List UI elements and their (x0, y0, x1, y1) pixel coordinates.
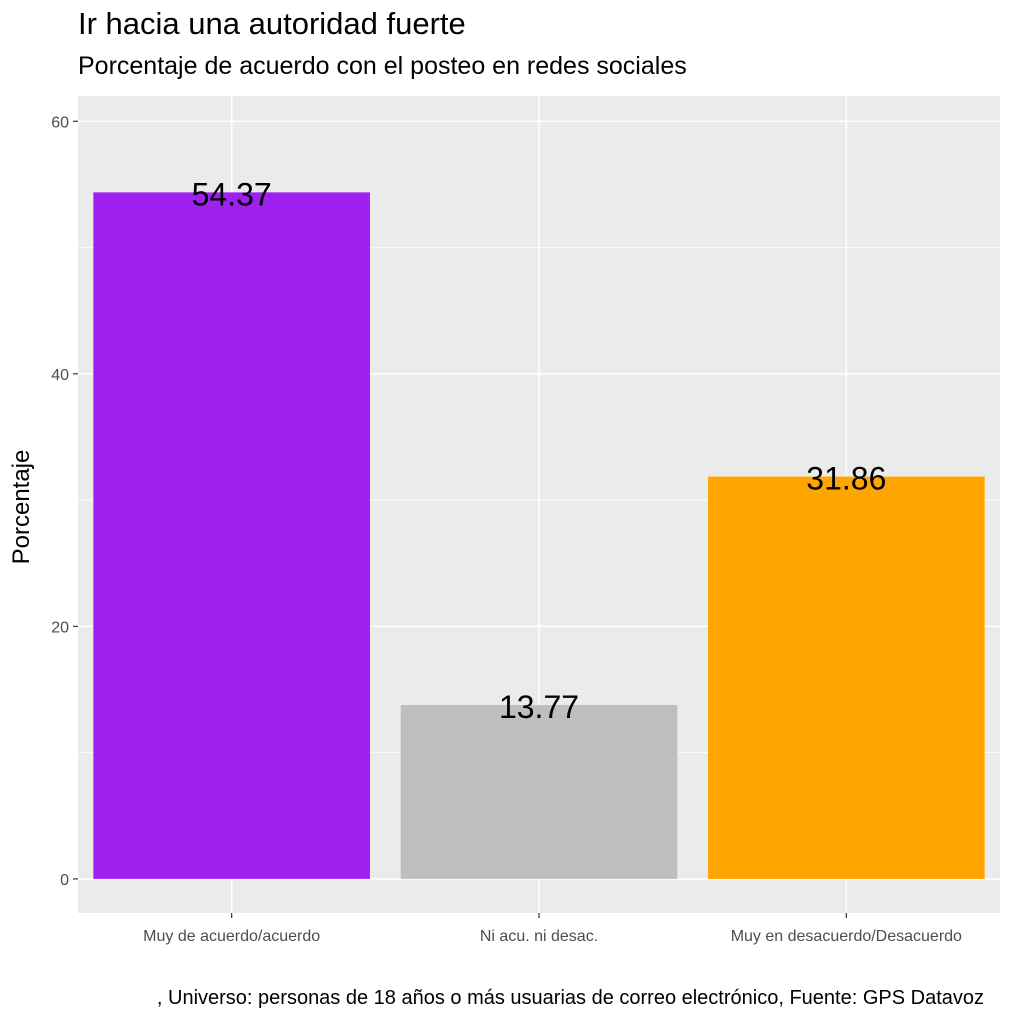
x-tick-label: Ni acu. ni desac. (480, 928, 598, 945)
y-tick-label: 40 (51, 367, 69, 384)
chart-title: Ir hacia una autoridad fuerte (78, 6, 466, 41)
data-label: 31.86 (806, 461, 886, 497)
bar (708, 476, 985, 879)
x-tick-label: Muy de acuerdo/acuerdo (143, 928, 320, 945)
bars (93, 192, 985, 879)
y-axis: 0 20 40 60 (51, 114, 78, 889)
y-tick-label: 0 (60, 872, 69, 889)
chart-caption: , Universo: personas de 18 años o más us… (156, 987, 984, 1009)
bar (93, 192, 370, 879)
data-label: 13.77 (499, 689, 579, 725)
data-labels: 54.37 13.77 31.86 (192, 176, 887, 725)
y-tick-label: 20 (51, 619, 69, 636)
x-axis: Muy de acuerdo/acuerdo Ni acu. ni desac. M… (143, 913, 962, 945)
bar (400, 705, 678, 879)
x-tick-label: Muy en desacuerdo/Desacuerdo (731, 928, 962, 945)
chart-subtitle: Porcentaje de acuerdo con el posteo en r… (78, 52, 687, 80)
y-tick-label: 60 (51, 114, 69, 131)
data-label: 54.37 (192, 176, 272, 212)
